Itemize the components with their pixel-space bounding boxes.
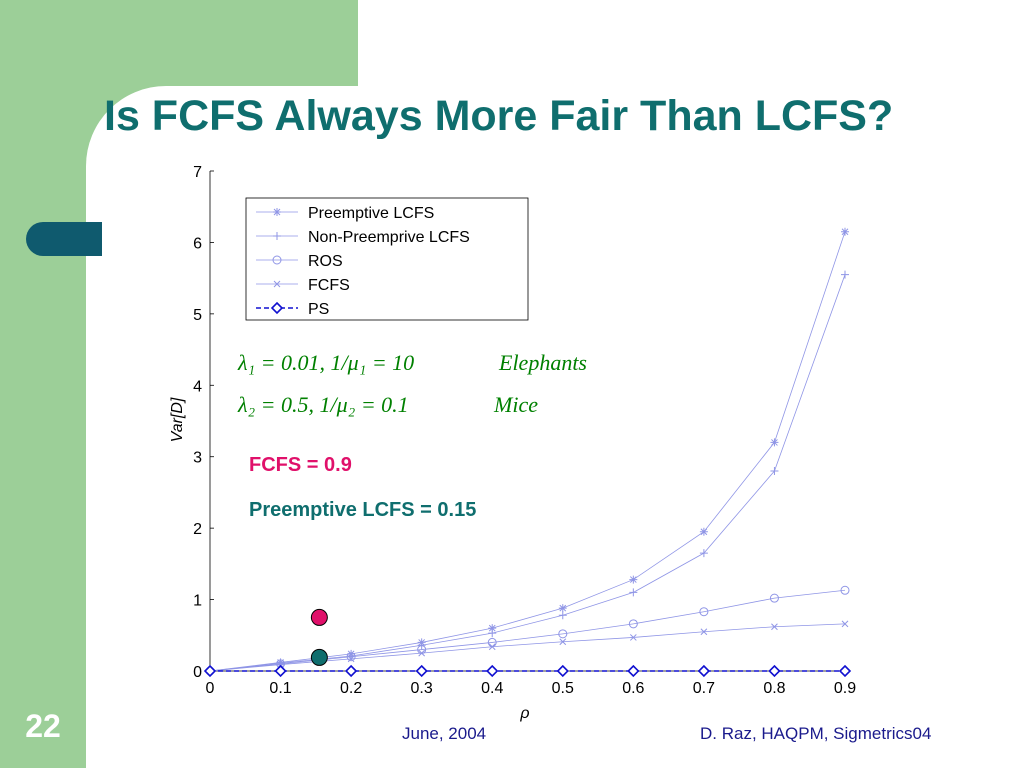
data-point	[344, 664, 358, 678]
top-decor-band	[0, 0, 358, 86]
data-point	[628, 619, 638, 629]
x-tick-label: 0	[206, 680, 215, 697]
y-tick-label: 7	[193, 164, 202, 181]
formula-label-1: Elephants	[498, 350, 587, 375]
formula-label-2: Mice	[493, 392, 538, 417]
data-point	[841, 227, 849, 236]
y-tick-label: 3	[193, 450, 202, 467]
series-line	[209, 623, 846, 672]
footer-author: D. Raz, HAQPM, Sigmetrics04	[700, 724, 932, 743]
data-point	[558, 629, 568, 639]
data-point	[488, 624, 497, 633]
x-tick-label: 0.6	[622, 680, 644, 697]
series-ps	[203, 664, 852, 678]
data-point	[769, 593, 779, 603]
highlight-point	[310, 608, 328, 626]
y-tick-label: 2	[193, 521, 202, 538]
data-point	[558, 611, 567, 620]
data-point	[700, 628, 708, 636]
legend-label: ROS	[308, 253, 343, 270]
legend-label: Preemptive LCFS	[308, 205, 434, 222]
legend-marker	[273, 208, 281, 216]
x-tick-label: 0.5	[552, 680, 574, 697]
x-tick-label: 0.2	[340, 680, 362, 697]
decor-tab-bar	[26, 222, 102, 256]
x-tick-label: 0.9	[834, 680, 856, 697]
data-point	[346, 652, 356, 662]
legend-box	[245, 197, 529, 321]
legend-marker	[273, 280, 281, 288]
slide-title: Is FCFS Always More Fair Than LCFS?	[104, 92, 894, 140]
data-point	[768, 664, 781, 678]
highlight-layer	[310, 608, 328, 666]
data-point	[770, 467, 779, 475]
data-point	[488, 643, 496, 651]
data-point	[697, 664, 711, 678]
y-tick-label: 0	[193, 664, 202, 681]
legend-entry: Preemptive LCFS	[256, 205, 434, 222]
series-ros	[205, 585, 850, 676]
series-fcfs	[206, 620, 849, 675]
legend-marker	[273, 232, 281, 240]
y-tick-label: 1	[193, 593, 202, 610]
legend-entry: PS	[256, 301, 329, 318]
data-point	[627, 664, 640, 678]
data-point	[841, 270, 849, 279]
legend-entry: Non-Preemprive LCFS	[256, 229, 470, 246]
data-point	[277, 661, 284, 668]
legend-label: Non-Preemprive LCFS	[308, 229, 470, 246]
data-point	[347, 655, 355, 663]
data-point	[556, 664, 569, 678]
data-point	[699, 549, 708, 558]
data-point	[274, 664, 287, 678]
x-tick-label: 0.3	[411, 680, 433, 697]
x-tick-label: 0.1	[269, 680, 291, 697]
data-point	[840, 585, 850, 595]
data-point	[699, 607, 709, 617]
data-point	[418, 649, 426, 657]
data-point	[770, 438, 779, 447]
lcfs-value-annotation: Preemptive LCFS = 0.15	[249, 499, 476, 521]
data-point	[415, 664, 428, 678]
legend: Preemptive LCFS Non-Preemprive LCFS ROS FCF…	[245, 197, 529, 321]
y-axis-ticks: 0 1 2 3 4 5 6 7	[193, 164, 214, 681]
data-point	[699, 527, 708, 536]
data-point	[488, 629, 497, 638]
data-point	[559, 638, 567, 646]
highlight-point	[310, 648, 328, 666]
slide-number: 22	[25, 708, 61, 744]
legend-label: FCFS	[308, 277, 350, 294]
formula-line-1: λ₁ = 0.01, 1/μ₁ = 10	[237, 350, 414, 375]
x-axis-ticks: 0 0.1 0.2 0.3 0.4 0.5 0.6 0.7 0.8 0.9	[206, 667, 856, 697]
legend-marker	[270, 301, 284, 315]
y-tick-label: 5	[193, 307, 202, 324]
y-axis-label: Var[D]	[169, 397, 186, 442]
legend-marker	[272, 255, 282, 265]
data-point	[558, 604, 567, 613]
y-tick-label: 4	[193, 378, 202, 395]
series-line	[209, 589, 846, 672]
data-point	[771, 623, 778, 631]
formula-line-2: λ₂ = 0.5, 1/μ₂ = 0.1	[237, 392, 409, 417]
x-axis-label: ρ	[519, 705, 529, 722]
data-point	[838, 664, 852, 678]
x-tick-label: 0.4	[481, 680, 503, 697]
x-tick-label: 0.7	[693, 680, 715, 697]
y-tick-label: 6	[193, 235, 202, 252]
fcfs-value-annotation: FCFS = 0.9	[249, 454, 352, 476]
footer-date: June, 2004	[402, 724, 487, 743]
x-tick-label: 0.8	[763, 680, 785, 697]
data-point	[841, 620, 849, 628]
data-point	[629, 588, 638, 597]
legend-entry: ROS	[256, 253, 343, 270]
data-point	[629, 575, 638, 584]
data-point	[203, 664, 217, 678]
data-point	[629, 634, 637, 641]
legend-entry: FCFS	[256, 277, 350, 294]
left-decor-band	[0, 0, 86, 768]
legend-label: PS	[308, 301, 329, 318]
data-point	[486, 664, 499, 678]
